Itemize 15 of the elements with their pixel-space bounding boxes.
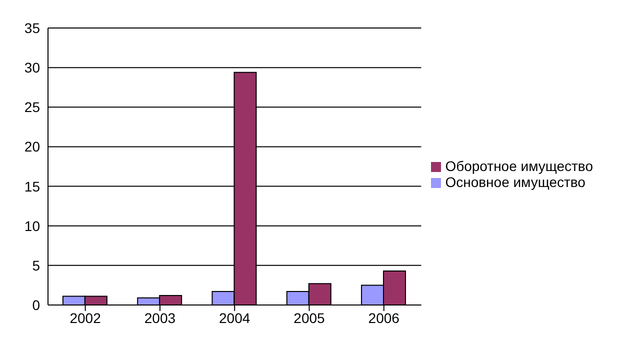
x-tick-label: 2003 [144, 310, 176, 326]
y-tick-label: 30 [24, 60, 40, 76]
y-tick-label: 10 [24, 218, 40, 234]
y-tick-label: 25 [24, 99, 40, 116]
y-tick-label: 20 [24, 138, 40, 155]
y-tick-label: 35 [24, 20, 40, 36]
y-tick-label: 0 [32, 296, 40, 313]
legend-label: Оборотное имущество [445, 158, 593, 174]
y-tick-label: 15 [24, 178, 40, 194]
y-tick-label: 5 [32, 257, 40, 274]
x-tick-label: 2002 [70, 310, 102, 326]
x-tick-label: 2006 [368, 310, 400, 326]
x-tick-label: 2005 [294, 310, 326, 326]
legend-label: Основное имущество [445, 174, 586, 190]
x-tick-label: 2004 [219, 310, 250, 326]
